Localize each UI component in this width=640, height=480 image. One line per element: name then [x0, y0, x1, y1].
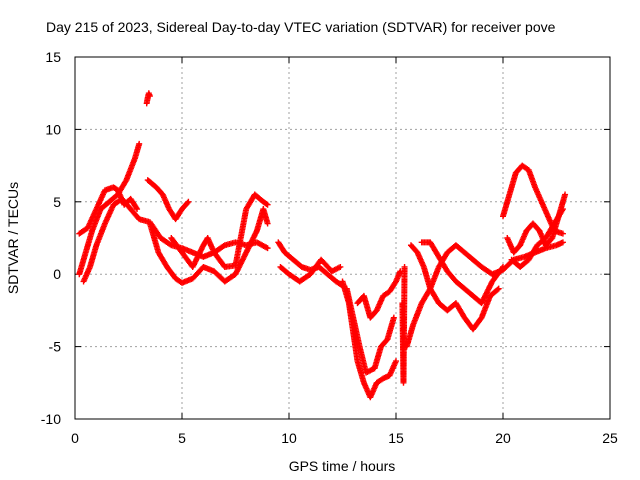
data-point [500, 263, 506, 270]
y-tick-label: 10 [45, 121, 61, 137]
y-tick-labels: -10 -5 0 5 10 15 [41, 49, 61, 427]
series-track-j [343, 285, 397, 376]
series-spike [143, 90, 153, 107]
data-point [390, 314, 397, 321]
data-point [220, 243, 227, 250]
data-point [133, 204, 140, 211]
data-point [393, 358, 399, 365]
data-point [337, 263, 344, 270]
series-outliers-mid [399, 263, 408, 386]
x-tick-label: 20 [495, 430, 511, 446]
series-track-n [418, 239, 506, 307]
data-point [136, 140, 143, 147]
data-point [185, 198, 192, 205]
chart-title: Day 215 of 2023, Sidereal Day-to-day VTE… [46, 19, 556, 35]
series-track-d [144, 177, 192, 223]
series-track-q [508, 206, 566, 270]
x-axis-label: GPS time / hours [289, 458, 396, 474]
data-point [559, 239, 566, 246]
data-point [401, 263, 408, 270]
series-track-e [146, 206, 271, 286]
data-point [134, 206, 141, 213]
data-point [167, 241, 174, 248]
x-tick-label: 0 [71, 430, 79, 446]
series-track-g [275, 239, 346, 289]
data-point [146, 93, 153, 100]
y-tick-label: 5 [53, 194, 61, 210]
data-point [264, 201, 271, 208]
x-tick-label: 15 [388, 430, 404, 446]
grid [75, 57, 610, 419]
y-tick-label: -10 [41, 411, 61, 427]
series-track-f [168, 191, 271, 270]
data-point [499, 265, 506, 272]
y-axis-label: SDTVAR / TECUs [5, 182, 21, 294]
y-tick-label: 0 [53, 266, 61, 282]
data-point [263, 200, 270, 207]
series-track-k [354, 268, 404, 321]
series-track-c [80, 195, 271, 285]
plot-frame [74, 56, 611, 420]
data-point [559, 206, 566, 213]
y-tick-label: 15 [45, 49, 61, 65]
data-point [264, 220, 271, 227]
data-point [559, 230, 566, 237]
data-points [76, 90, 569, 401]
y-tick-label: -5 [49, 339, 62, 355]
x-tick-label: 25 [602, 430, 618, 446]
x-tick-labels: 0 5 10 15 20 25 [71, 430, 618, 446]
data-point [494, 286, 501, 293]
series-track-h [277, 256, 344, 285]
x-tick-label: 10 [281, 430, 297, 446]
data-point [264, 245, 271, 252]
series-track-m [407, 242, 502, 333]
data-point [184, 199, 191, 206]
data-point [495, 285, 502, 292]
x-tick-label: 5 [178, 430, 186, 446]
series-track-o [500, 162, 566, 237]
data-point [562, 191, 569, 198]
